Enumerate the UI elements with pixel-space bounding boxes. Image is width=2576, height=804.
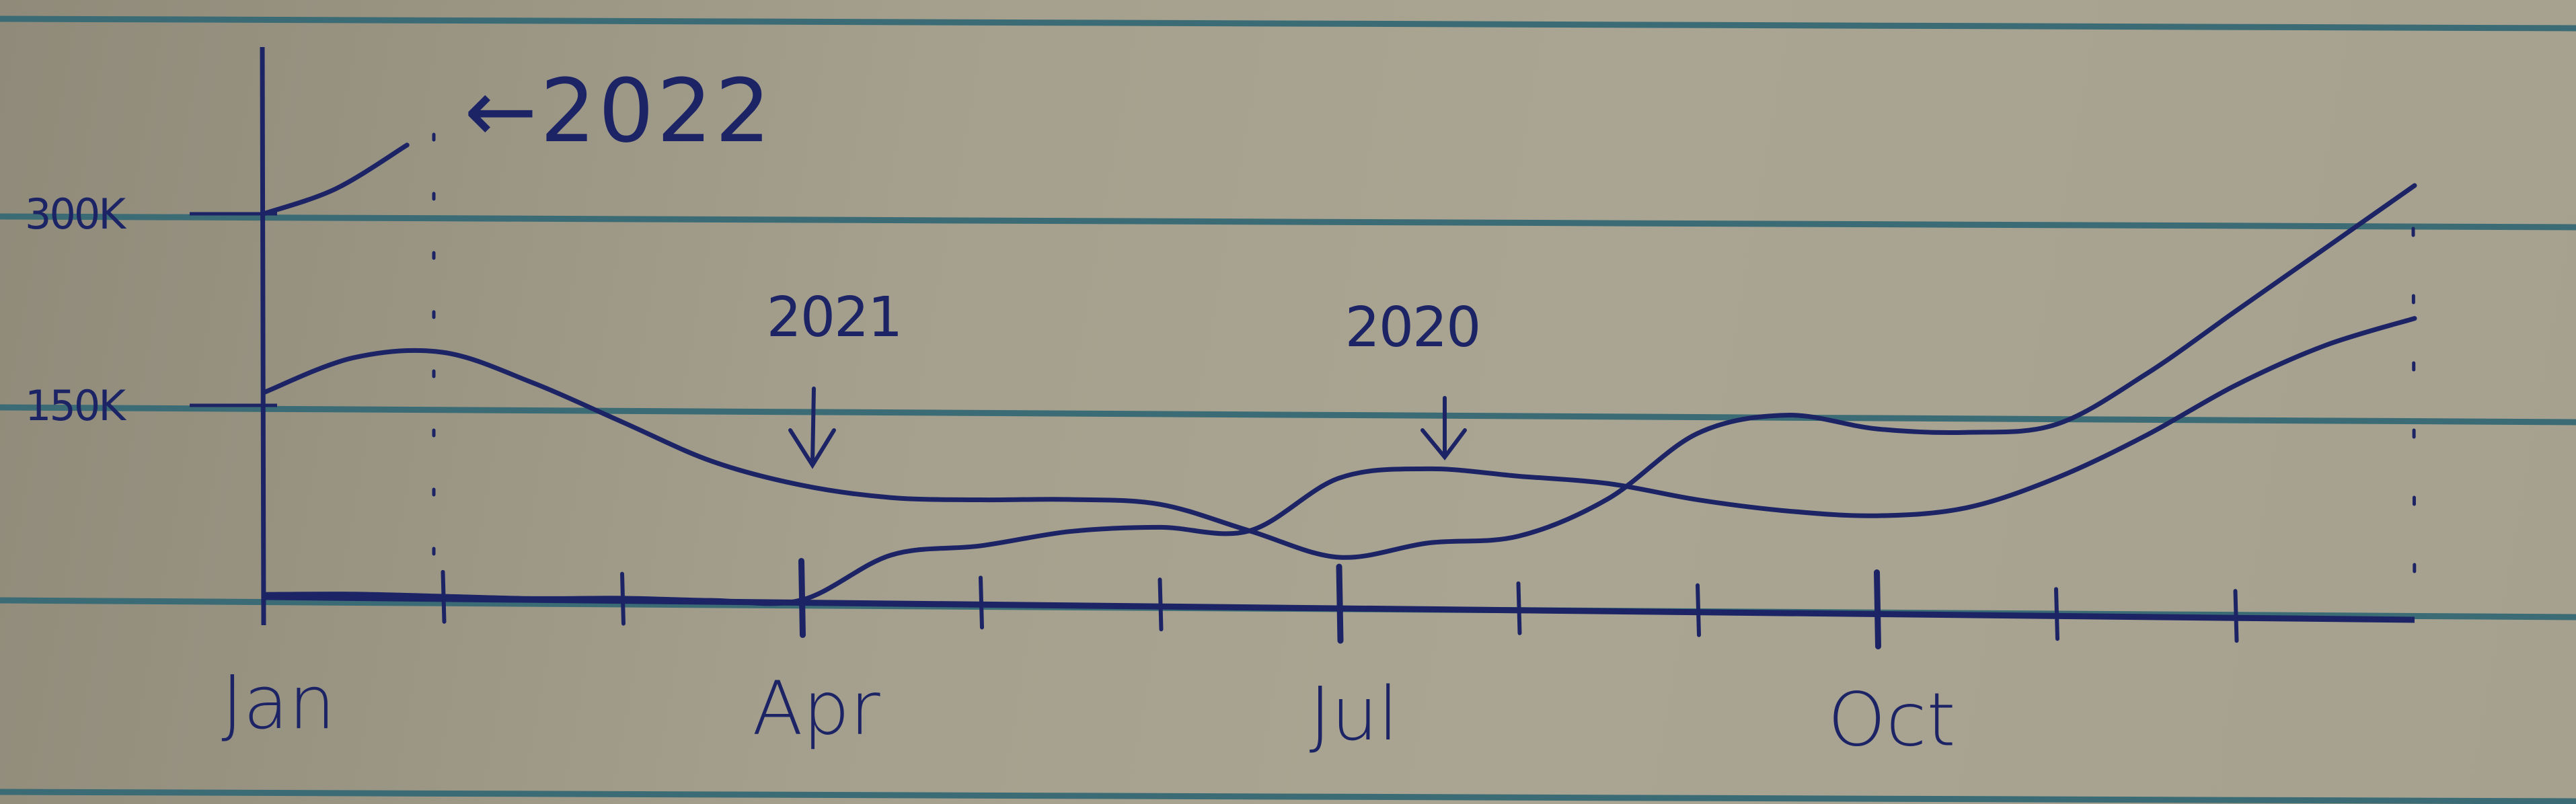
x-tick-label: Oct (1827, 677, 1955, 763)
point-2021 (979, 498, 983, 502)
point-2022 (405, 143, 409, 147)
point-2021 (351, 356, 355, 360)
annotation-2021: 2021 (767, 286, 902, 350)
guide-dec (2411, 227, 2417, 607)
x-tick-mark (1336, 563, 1344, 644)
point-2021 (800, 483, 804, 487)
point-2020 (620, 596, 624, 600)
y-ticks: 150K 300K (25, 190, 277, 430)
point-2021 (2144, 372, 2148, 376)
annotation-2022: ←2022 (464, 60, 773, 162)
point-2021 (1068, 497, 1072, 501)
point-2021 (620, 420, 624, 424)
point-2021 (1427, 541, 1431, 545)
point-2021 (2323, 247, 2327, 251)
point-2020 (1785, 509, 1789, 513)
x-ticks: Jan Apr Jul Oct (221, 558, 2239, 763)
point-2020 (2234, 383, 2238, 387)
x-tick-mark (979, 575, 984, 630)
point-2021 (441, 350, 445, 354)
point-2021 (531, 380, 535, 385)
point-2022 (262, 212, 266, 216)
point-2020 (1427, 467, 1431, 471)
point-2020 (1517, 474, 1521, 478)
point-2021 (1337, 555, 1341, 559)
point-2020 (800, 598, 804, 602)
point-2020 (2323, 344, 2327, 348)
notebook-rule (0, 789, 2576, 804)
notebook-rule (0, 15, 2576, 32)
point-2020 (1337, 476, 1341, 480)
point-2021 (1875, 427, 1879, 431)
point-2020 (2054, 476, 2058, 480)
point-2021 (889, 495, 893, 499)
point-2021 (1965, 430, 1969, 434)
x-tick-mark (1158, 577, 1164, 632)
y-axis (260, 46, 266, 626)
point-2020 (1965, 506, 1969, 510)
point-2021 (1696, 432, 1700, 436)
point-2020 (1696, 497, 1700, 501)
point-2021 (2413, 184, 2417, 188)
point-2021 (2234, 309, 2238, 313)
x-tick-mark (2233, 589, 2239, 643)
series-line-2022 (261, 143, 410, 216)
x-tick-mark (1696, 583, 1701, 637)
y-tick-label: 150K (25, 381, 126, 430)
point-2020 (351, 592, 355, 596)
point-2021 (1606, 497, 1610, 501)
point-2020 (1158, 525, 1162, 529)
series-group: ←2022 2021 2020 (261, 60, 2417, 606)
point-2020 (710, 598, 714, 602)
x-tick-label: Jan (221, 659, 336, 746)
point-2020 (2144, 434, 2148, 438)
x-tick-mark (2054, 587, 2059, 641)
point-2021 (710, 459, 714, 463)
y-tick-label: 300K (25, 190, 126, 239)
x-tick-label: Jul (1310, 671, 1399, 757)
annotation-2020: 2020 (1345, 296, 1480, 360)
point-2020 (1606, 481, 1610, 485)
point-2020 (531, 596, 535, 600)
series-line-2021 (261, 183, 2417, 560)
point-2021 (1517, 534, 1521, 538)
point-2020 (889, 553, 893, 557)
arrow-2021 (788, 387, 836, 469)
point-2020 (262, 592, 266, 596)
x-tick-label: Apr (752, 666, 880, 752)
notebook-rule (0, 404, 2576, 426)
point-2021 (2054, 422, 2058, 426)
notebook-rule (0, 213, 2576, 231)
point-2020 (1875, 514, 1879, 518)
x-tick-mark (1516, 581, 1522, 635)
point-2020 (441, 594, 445, 598)
series-line-2020 (261, 316, 2417, 606)
point-2020 (1248, 529, 1252, 533)
point-2020 (979, 544, 983, 548)
point-2021 (1785, 413, 1789, 417)
point-2021 (1158, 502, 1162, 506)
point-2020 (1068, 530, 1072, 534)
point-2020 (2413, 317, 2417, 321)
arrow-2020 (1420, 396, 1467, 460)
point-2021 (262, 391, 266, 395)
x-tick-mark (1874, 569, 1881, 649)
point-2022 (334, 187, 338, 191)
